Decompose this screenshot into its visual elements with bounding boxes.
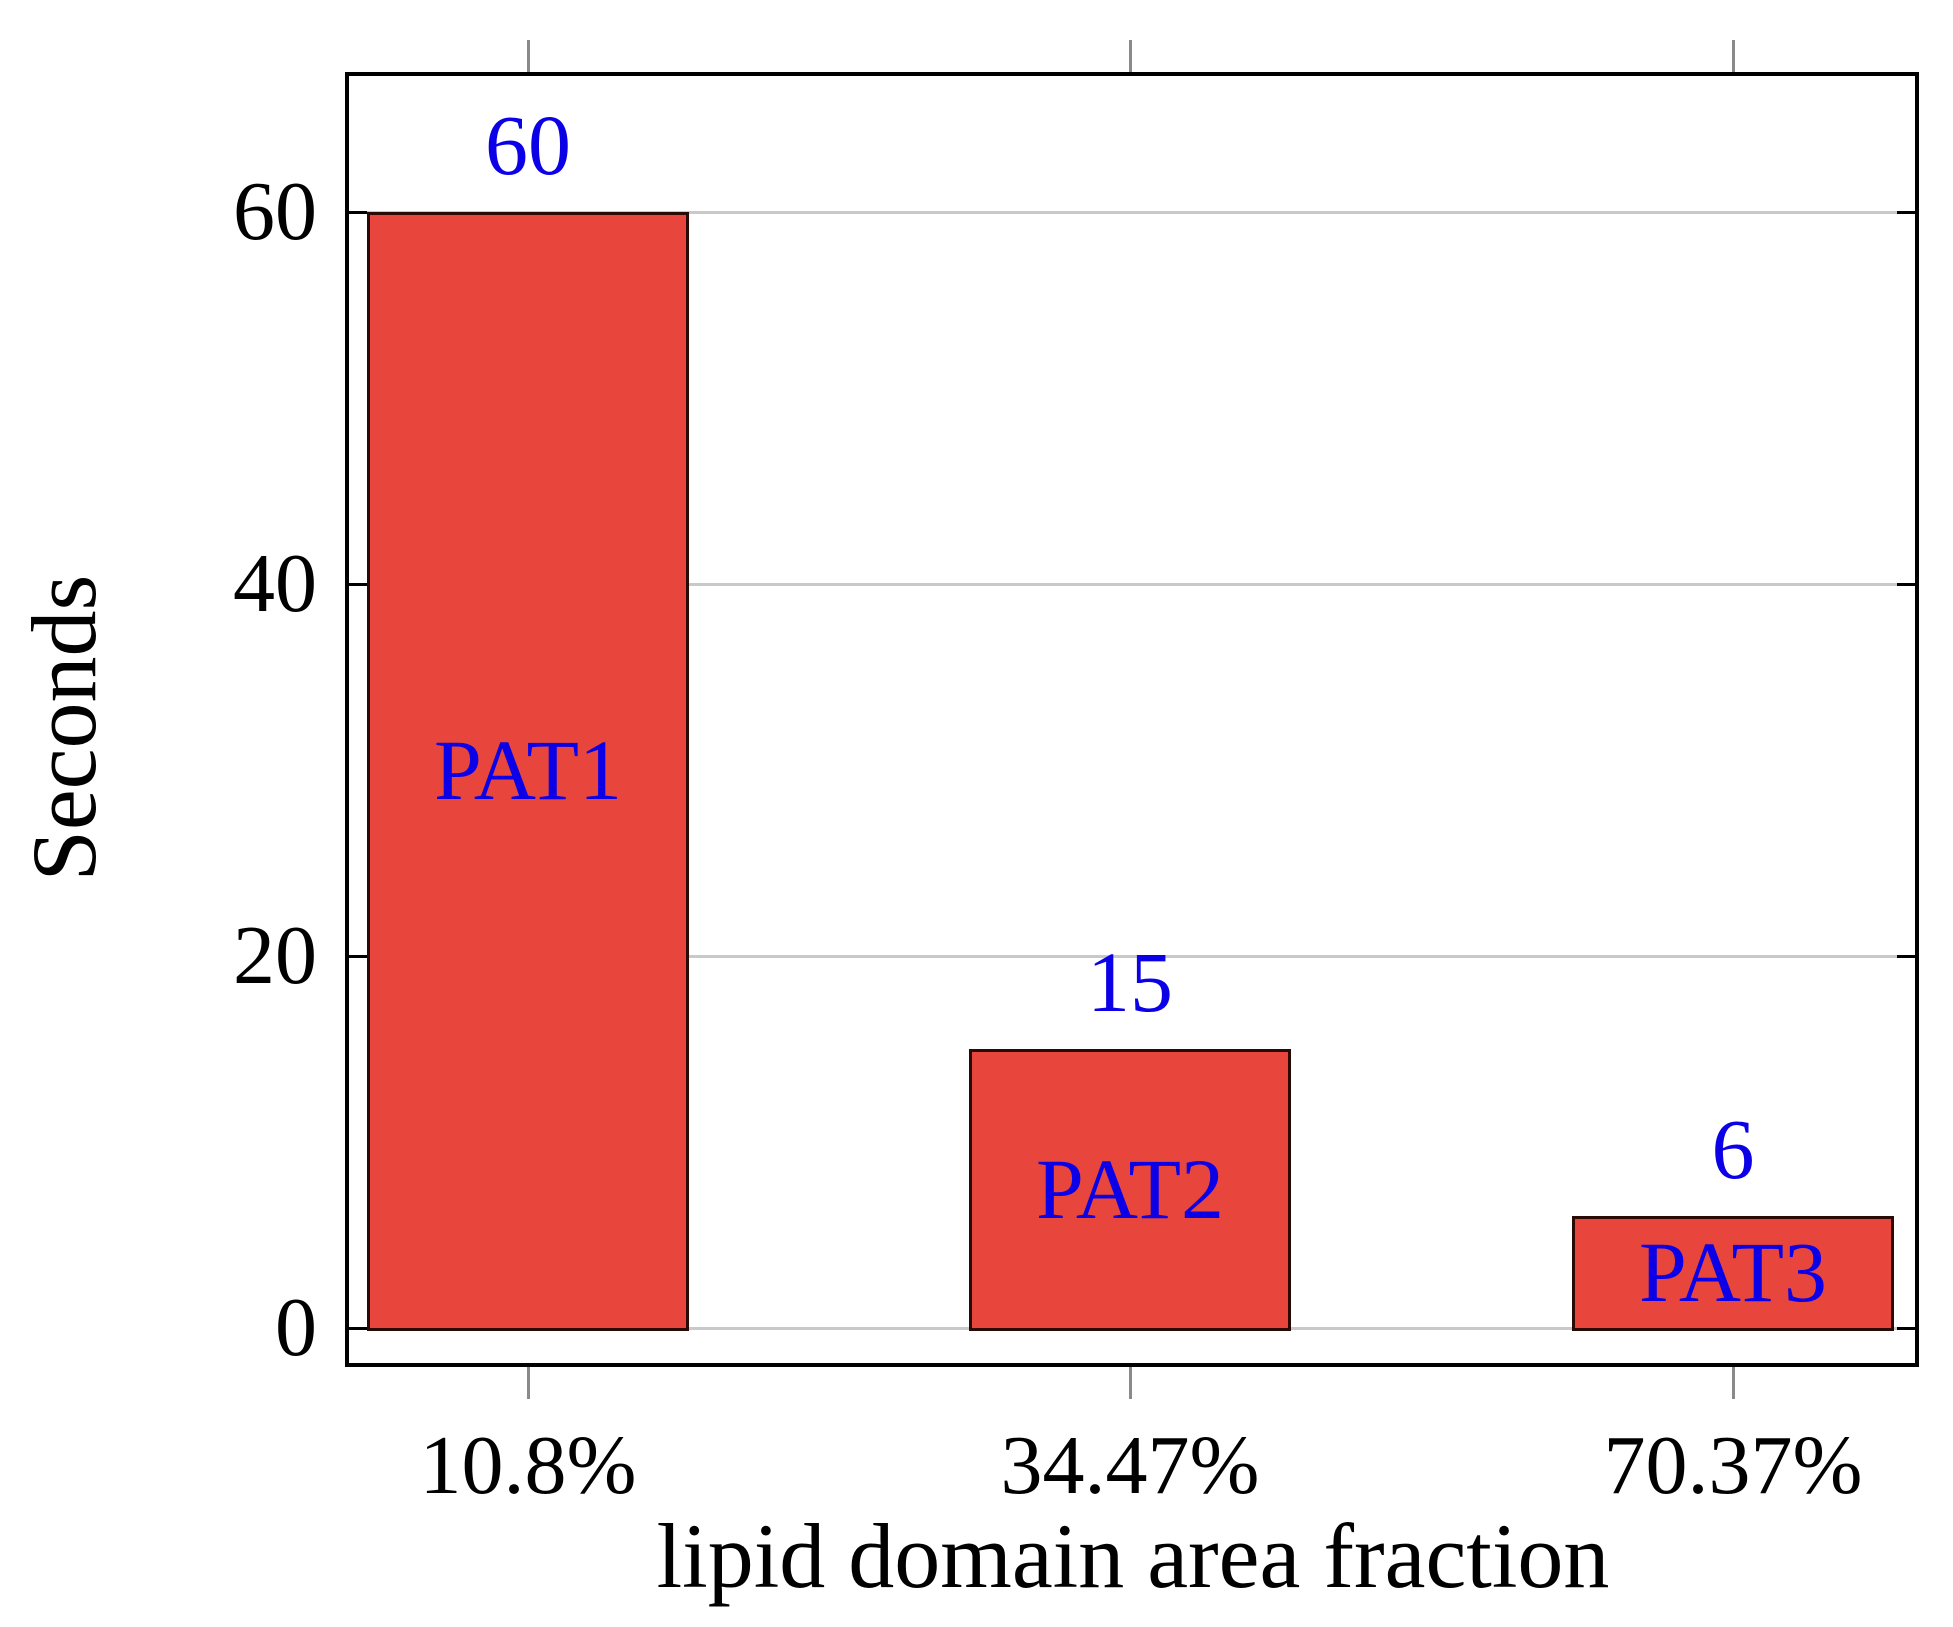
y-tick-left xyxy=(349,211,367,214)
x-tick-top xyxy=(1129,40,1132,72)
plot-area xyxy=(345,72,1919,1367)
bar-pat1 xyxy=(367,212,689,1331)
x-tick-bottom xyxy=(1129,1367,1132,1399)
x-tick-label: 34.47% xyxy=(1000,1419,1260,1512)
gridline-y20 xyxy=(349,955,1915,958)
y-axis-title: Seconds xyxy=(13,574,115,882)
y-tick-left xyxy=(349,955,367,958)
bar-inner-label: PAT2 xyxy=(1035,1141,1225,1237)
bar-inner-label: PAT3 xyxy=(1638,1224,1828,1320)
x-tick-label: 70.37% xyxy=(1603,1419,1863,1512)
x-tick-top xyxy=(1732,40,1735,72)
x-tick-top xyxy=(527,40,530,72)
x-tick-bottom xyxy=(527,1367,530,1399)
y-tick-right xyxy=(1897,955,1915,958)
bar-value-label: 15 xyxy=(1087,934,1173,1030)
bar-pat2 xyxy=(969,1049,1291,1331)
y-tick-right xyxy=(1897,211,1915,214)
bar-inner-label: PAT1 xyxy=(433,722,623,818)
bar-pat3 xyxy=(1572,1216,1894,1331)
y-tick-left xyxy=(349,583,367,586)
x-tick-bottom xyxy=(1732,1367,1735,1399)
gridline-y40 xyxy=(349,583,1915,586)
y-tick-label: 60 xyxy=(233,165,317,258)
y-tick-label: 20 xyxy=(233,909,317,1002)
x-tick-label: 10.8% xyxy=(419,1419,637,1512)
y-tick-left xyxy=(349,1327,367,1330)
x-axis-title: lipid domain area fraction xyxy=(656,1505,1610,1607)
y-tick-label: 0 xyxy=(275,1281,317,1374)
y-tick-right xyxy=(1897,583,1915,586)
y-tick-right xyxy=(1897,1327,1915,1330)
y-tick-label: 40 xyxy=(233,537,317,630)
bar-value-label: 60 xyxy=(485,97,571,193)
bar-value-label: 6 xyxy=(1711,1101,1755,1197)
gridline-y60 xyxy=(349,211,1915,214)
